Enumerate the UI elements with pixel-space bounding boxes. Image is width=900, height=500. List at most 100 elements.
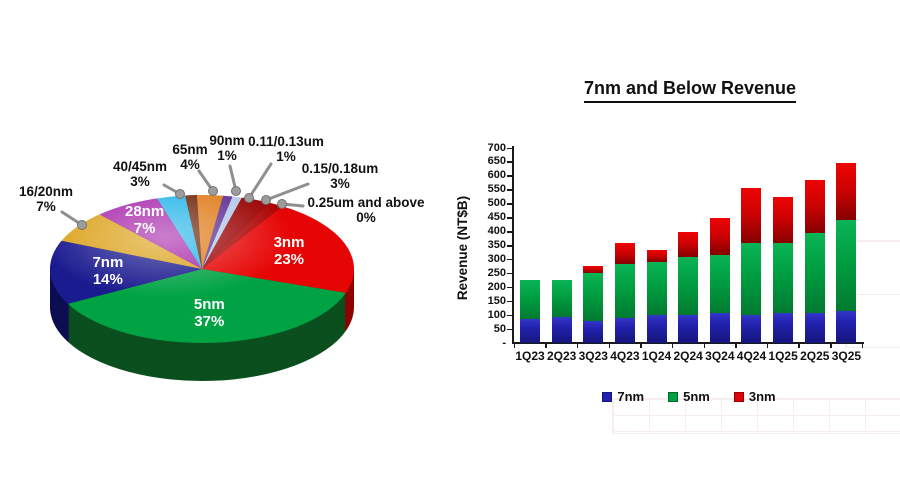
y-tick-mark — [507, 217, 512, 219]
pie-3d-graphic — [50, 162, 354, 381]
pie-label-0-15-0-18um: 0.15/0.18um 3% — [301, 161, 379, 191]
pie-label-28nm: 28nm 7% — [124, 203, 165, 238]
x-label-1q23: 1Q23 — [515, 349, 545, 363]
y-tick-mark — [507, 245, 512, 247]
leader-line-0-11-0-13um — [247, 162, 273, 200]
pie-highlight — [50, 195, 354, 343]
pie-label-90nm: 90nm 1% — [209, 133, 245, 163]
leader-dot-65nm — [208, 186, 218, 196]
x-tick-mark — [545, 344, 547, 348]
x-tick-mark — [798, 344, 800, 348]
y-tick-label: 250 — [487, 266, 506, 279]
x-label-3q23: 3Q23 — [578, 349, 608, 363]
y-tick-mark — [507, 147, 512, 149]
bar-chart-legend: 7nm 5nm 3nm — [514, 389, 864, 404]
bar-2q24-5nm — [678, 256, 699, 316]
bar-4q23-3nm — [614, 242, 635, 264]
y-tick-mark — [507, 203, 512, 205]
x-tick-mark — [576, 344, 579, 348]
x-label-3q25: 3Q25 — [831, 349, 862, 363]
pie-label-3nm: 3nm 23% — [273, 234, 305, 269]
bar-3q24-3nm — [709, 217, 730, 255]
y-tick-label: - — [502, 336, 506, 349]
x-tick-mark — [608, 344, 611, 348]
bar-chart-title: 7nm and Below Revenue — [583, 78, 797, 103]
x-tick-mark — [766, 344, 769, 348]
leader-dot-40-45nm — [175, 189, 185, 199]
bar-4q23-5nm — [614, 263, 635, 318]
y-tick-label: 550 — [487, 183, 506, 196]
bar-3q24-5nm — [709, 254, 730, 314]
y-tick-mark — [507, 189, 512, 191]
pie-label-0-11-0-13um: 0.11/0.13um 1% — [248, 134, 324, 164]
legend-item-7nm: 7nm — [602, 389, 644, 404]
bar-3q23-7nm — [583, 321, 604, 343]
y-tick-mark — [507, 286, 512, 289]
bar-1q23-7nm — [520, 319, 540, 343]
bar-3q25-7nm — [836, 310, 857, 343]
bar-1q24-7nm — [646, 315, 667, 343]
y-tick-label: 400 — [487, 225, 506, 238]
bar-3q25-3nm — [836, 163, 857, 221]
leader-dot-0-15-0-18um — [261, 195, 271, 205]
y-tick-label: 500 — [487, 197, 506, 210]
bar-2q25-3nm — [804, 179, 825, 233]
legend-label-3nm: 3nm — [748, 389, 776, 404]
x-axis-line — [512, 342, 864, 344]
bar-4q24-7nm — [741, 314, 762, 343]
bar-1q24-3nm — [646, 249, 667, 262]
x-tick-mark — [671, 344, 674, 348]
legend-swatch-5nm — [668, 391, 679, 402]
x-tick-mark — [513, 344, 516, 348]
y-tick-mark — [507, 272, 512, 275]
legend-swatch-7nm — [602, 391, 613, 402]
x-tick-mark — [640, 344, 642, 348]
bar-4q23-7nm — [614, 317, 635, 343]
pie-label-16-20nm: 16/20nm 7% — [18, 184, 74, 214]
bar-4q24-3nm — [741, 188, 762, 244]
y-tick-mark — [507, 314, 512, 317]
leader-line-0-15-0-18um — [264, 182, 310, 202]
pie-label-0-25um-and-above: 0.25um and above 0% — [307, 195, 425, 225]
leader-dot-90nm — [231, 186, 241, 196]
x-label-2q24: 2Q24 — [673, 349, 703, 363]
leader-dot-0-11-0-13um — [244, 193, 254, 203]
leader-dot-0-25um-and-above — [277, 199, 287, 209]
x-label-2q25: 2Q25 — [800, 349, 830, 363]
bar-2q25-7nm — [804, 312, 825, 343]
y-tick-mark — [507, 328, 512, 331]
x-label-3q24: 3Q24 — [705, 349, 735, 363]
legend-label-7nm: 7nm — [617, 389, 645, 404]
bar-3q23-5nm — [583, 272, 604, 322]
x-tick-mark — [830, 344, 832, 348]
y-tick-label: 150 — [487, 294, 506, 307]
bar-2q23-7nm — [551, 316, 572, 343]
x-label-2q23: 2Q23 — [546, 349, 577, 363]
x-label-1q25: 1Q25 — [768, 349, 798, 363]
y-tick-label: 50 — [493, 322, 506, 335]
x-tick-mark — [703, 344, 706, 348]
pie-label-40-45nm: 40/45nm 3% — [112, 159, 168, 189]
bar-chart-title-wrap: 7nm and Below Revenue — [500, 78, 880, 103]
y-tick-label: 100 — [487, 308, 506, 321]
bar-1q25-3nm — [773, 196, 794, 243]
bar-1q23-5nm — [520, 280, 540, 320]
legend-item-3nm: 3nm — [733, 389, 776, 404]
x-label-4q23: 4Q23 — [610, 349, 640, 363]
y-tick-label: 650 — [487, 155, 506, 168]
leader-dot-16-20nm — [77, 220, 87, 230]
x-label-4q24: 4Q24 — [736, 349, 767, 363]
bar-4q24-5nm — [741, 243, 762, 315]
y-tick-label: 350 — [487, 239, 506, 251]
y-tick-mark — [507, 161, 512, 163]
bar-1q25-5nm — [773, 242, 794, 313]
y-tick-mark — [507, 231, 512, 233]
pie-label-65nm: 65nm 4% — [172, 142, 208, 172]
bar-3q24-7nm — [709, 313, 730, 343]
y-tick-label: 600 — [487, 169, 506, 182]
y-tick-mark — [507, 300, 512, 303]
legend-item-5nm: 5nm — [668, 389, 710, 404]
